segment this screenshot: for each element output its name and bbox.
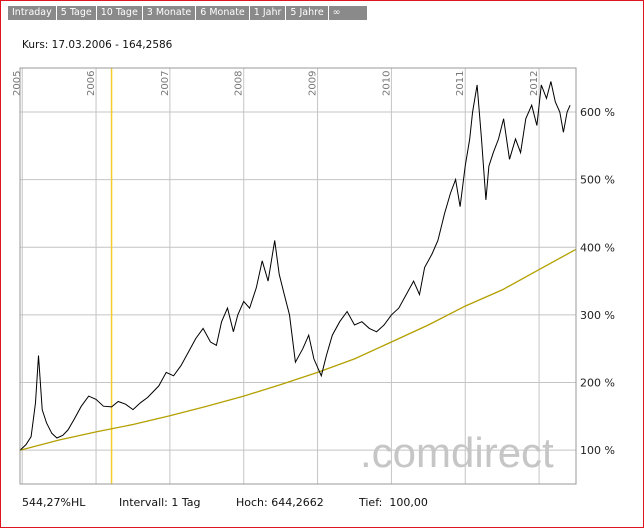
tab-intraday[interactable]: Intraday (8, 6, 57, 20)
x-tick-label: 2011 (455, 71, 466, 96)
low-value: Tief: 100,00 (359, 496, 428, 509)
y-axis-labels: 100 % 200 % 300 % 400 % 500 % 600 % (580, 106, 615, 457)
y-tick-label: 400 % (580, 241, 615, 254)
y-tick-label: 200 % (580, 377, 615, 390)
range-tabs: Intraday 5 Tage 10 Tage 3 Monate 6 Monat… (8, 6, 368, 20)
tab-6-monate[interactable]: 6 Monate (196, 6, 250, 20)
chart-grid (20, 68, 576, 484)
tab-3-monate[interactable]: 3 Monate (142, 6, 197, 20)
price-line (19, 81, 571, 451)
tab-5-jahre[interactable]: 5 Jahre (286, 6, 329, 20)
y-tick-label: 100 % (580, 444, 615, 457)
plot-border (19, 67, 577, 485)
interval-value: Intervall: 1 Tag (119, 496, 201, 509)
x-tick-label: 2005 (12, 71, 23, 96)
price-readout: Kurs: 17.03.2006 - 164,2586 (22, 39, 173, 51)
high-value: Hoch: 644,2662 (236, 496, 324, 509)
x-tick-label: 2006 (86, 71, 97, 96)
y-tick-label: 600 % (580, 106, 615, 119)
tab-max[interactable]: ∞ (328, 6, 368, 20)
trend-line (19, 248, 577, 451)
x-axis-labels: 2005 2006 2007 2008 2009 2010 2011 2012 (12, 71, 540, 96)
x-tick-label: 2009 (308, 71, 319, 96)
x-tick-label: 2012 (529, 71, 540, 96)
x-tick-label: 2007 (160, 71, 171, 96)
performance-value: 544,27%HL (22, 496, 86, 509)
tab-10-tage[interactable]: 10 Tage (96, 6, 143, 20)
chart-footer: 544,27%HL Intervall: 1 Tag Hoch: 644,2662 T… (22, 496, 428, 509)
x-tick-label: 2008 (234, 71, 245, 96)
y-tick-label: 300 % (580, 309, 615, 322)
tab-5-tage[interactable]: 5 Tage (56, 6, 97, 20)
x-tick-label: 2010 (381, 71, 392, 96)
comdirect-watermark: .comdirect (360, 429, 554, 476)
y-tick-label: 500 % (580, 174, 615, 187)
tab-1-jahr[interactable]: 1 Jahr (249, 6, 287, 20)
